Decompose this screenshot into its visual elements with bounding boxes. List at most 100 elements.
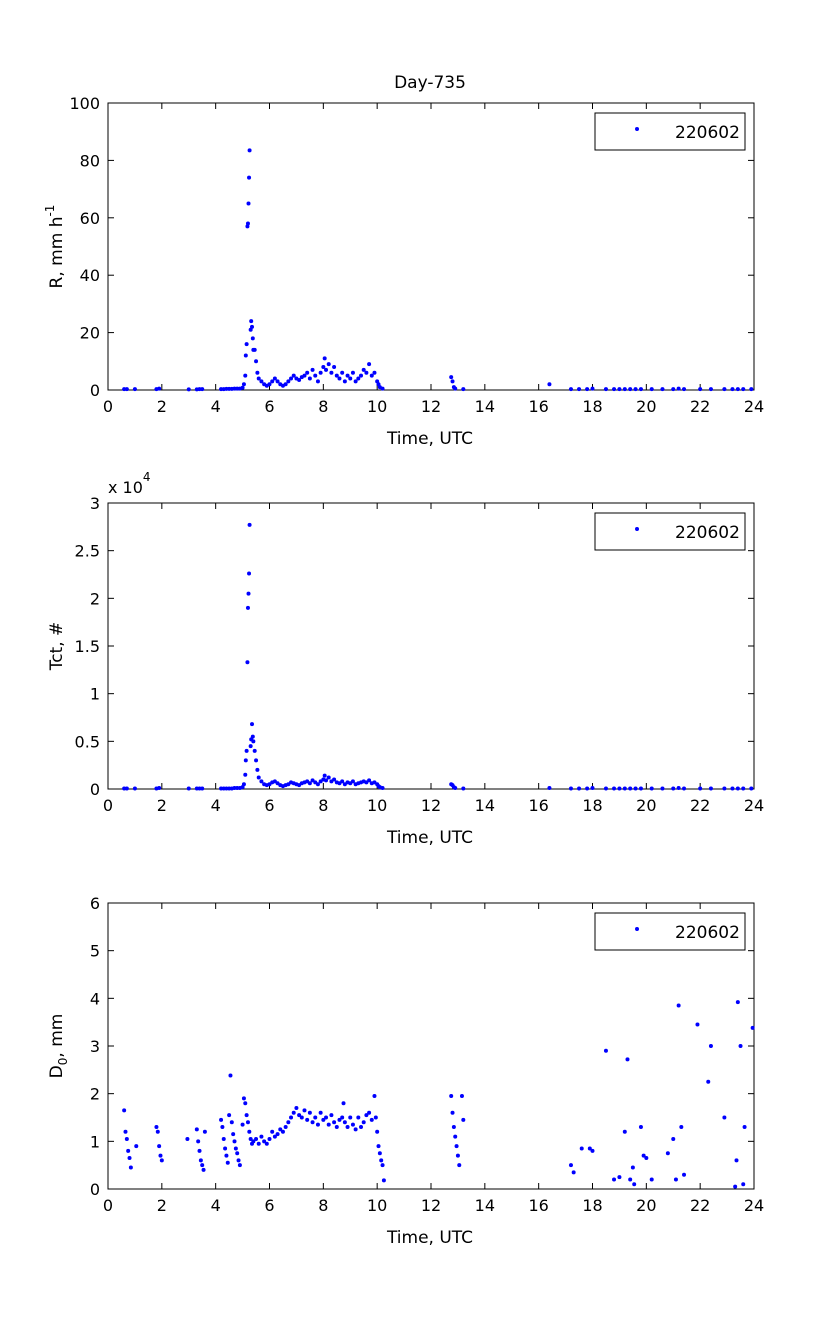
data-point (734, 1158, 739, 1163)
data-point (630, 1165, 635, 1170)
data-point (310, 367, 315, 372)
data-point (461, 1117, 466, 1122)
data-point (461, 786, 466, 791)
data-point (247, 148, 252, 153)
data-point (324, 1115, 329, 1120)
data-point (340, 779, 345, 784)
data-point (649, 786, 654, 791)
data-point (198, 1158, 203, 1163)
data-point (332, 1120, 337, 1125)
data-point (126, 1148, 131, 1153)
x-tick-label: 8 (318, 796, 328, 815)
data-point (124, 1136, 129, 1141)
data-point (698, 786, 703, 791)
data-point (220, 1125, 225, 1130)
data-point (379, 1158, 384, 1163)
x-tick-label: 22 (690, 397, 710, 416)
data-point (348, 1115, 353, 1120)
x-tick-label: 6 (264, 796, 274, 815)
data-point (364, 370, 369, 375)
data-point (341, 1101, 346, 1106)
x-tick-label: 20 (636, 1196, 656, 1215)
data-point (315, 782, 320, 787)
data-point (638, 387, 643, 392)
y-tick-label: 1.5 (75, 637, 100, 656)
x-tick-label: 12 (421, 1196, 441, 1215)
data-point (240, 1122, 245, 1127)
data-point (247, 571, 252, 576)
figure-title: Day-735 (394, 73, 466, 93)
data-point (587, 1146, 592, 1151)
data-point (660, 387, 665, 392)
y-axis-label: Tct, # (47, 622, 67, 672)
data-point (730, 786, 735, 791)
data-point (122, 1108, 127, 1113)
y-exponent-label: x 104 (108, 470, 151, 497)
data-point (590, 786, 595, 791)
data-point (243, 353, 248, 358)
data-point (340, 1115, 345, 1120)
x-tick-label: 0 (103, 397, 113, 416)
data-point (286, 379, 291, 384)
data-point (332, 365, 337, 370)
data-point (248, 744, 253, 749)
x-tick-label: 4 (211, 796, 221, 815)
y-tick-label: 1 (90, 685, 100, 704)
y-tick-label: 0.5 (75, 732, 100, 751)
data-point (676, 1003, 681, 1008)
data-point (291, 373, 296, 378)
data-point (453, 1134, 458, 1139)
x-tick-label: 20 (636, 796, 656, 815)
data-point (698, 387, 703, 392)
y-axis-label: R, mm h-1 (43, 205, 67, 289)
data-point (255, 767, 260, 772)
x-tick-label: 8 (318, 397, 328, 416)
data-point (302, 1108, 307, 1113)
data-point (367, 362, 372, 367)
x-tick-label: 16 (528, 1196, 548, 1215)
data-point (356, 1115, 361, 1120)
data-point (622, 387, 627, 392)
data-point (660, 786, 665, 791)
data-point (644, 1156, 649, 1161)
data-point (127, 1156, 132, 1161)
data-point (628, 786, 633, 791)
data-point (194, 1127, 199, 1132)
data-point (649, 1177, 654, 1182)
x-tick-label: 2 (157, 796, 167, 815)
data-point (244, 1113, 249, 1118)
data-point (628, 387, 633, 392)
legend: 220602 (594, 112, 746, 151)
data-point (305, 370, 310, 375)
x-tick-label: 4 (211, 1196, 221, 1215)
data-point (307, 1110, 312, 1115)
data-point (307, 376, 312, 381)
data-point (708, 786, 713, 791)
y-tick-label: 2 (90, 589, 100, 608)
data-point (730, 387, 735, 392)
data-point (326, 1122, 331, 1127)
data-point (376, 1144, 381, 1149)
y-tick-label: 2.5 (75, 542, 100, 561)
data-point (633, 786, 638, 791)
data-point (318, 1110, 323, 1115)
y-tick-label: 3 (90, 1037, 100, 1056)
data-point (223, 1146, 228, 1151)
legend-marker (635, 527, 639, 531)
data-point (359, 1125, 364, 1130)
data-point (243, 373, 248, 378)
data-point (735, 387, 740, 392)
data-point (459, 1094, 464, 1099)
data-point (590, 1148, 595, 1153)
y-tick-label: 0 (90, 1180, 100, 1199)
data-point (622, 786, 627, 791)
data-point (272, 1134, 277, 1139)
data-point (676, 786, 681, 791)
data-point (350, 1122, 355, 1127)
data-point (302, 373, 307, 378)
x-tick-label: 22 (690, 1196, 710, 1215)
data-point (321, 365, 326, 370)
y-tick-label: 0 (90, 780, 100, 799)
